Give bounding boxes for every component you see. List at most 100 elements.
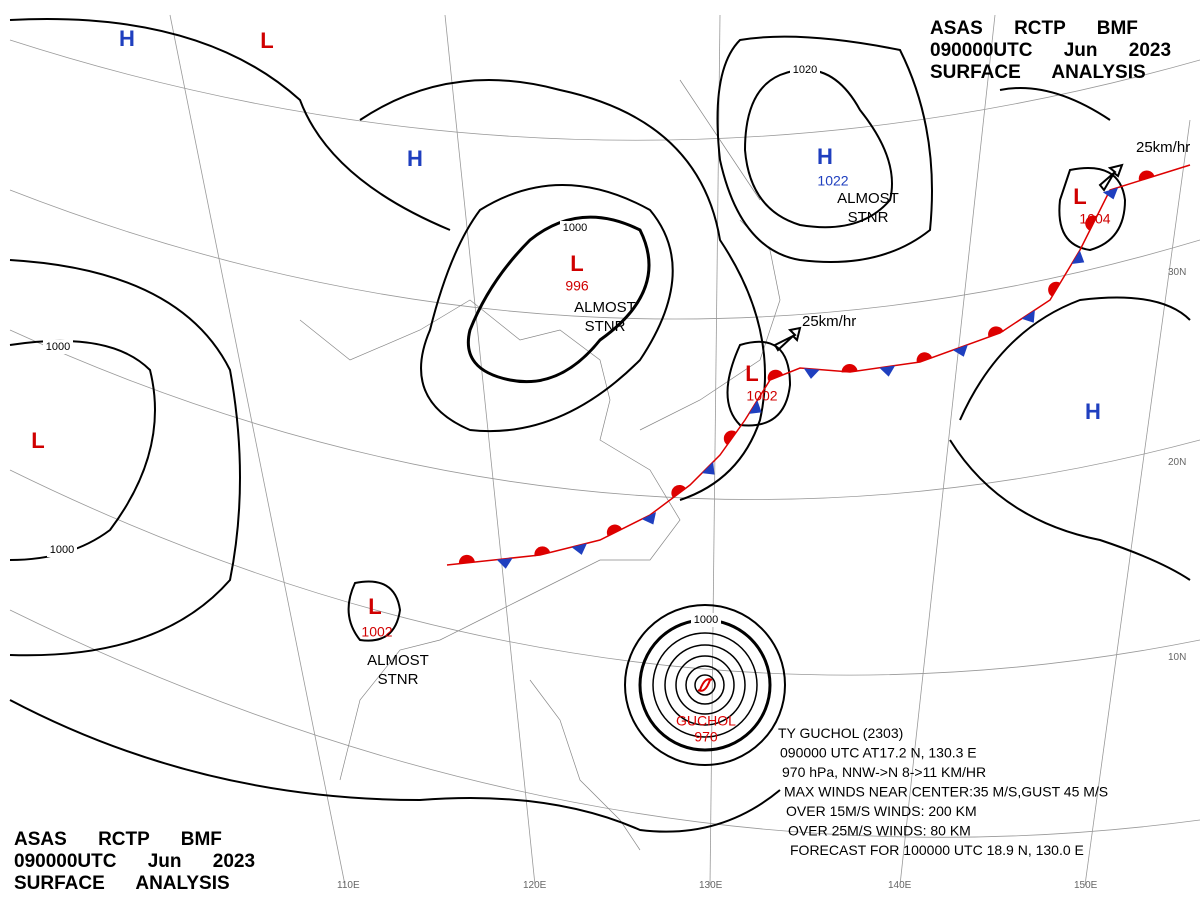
typhoon-symbol [697, 678, 713, 692]
warm-front-symbol [1048, 281, 1061, 297]
typhoon-pressure: 970 [694, 729, 718, 745]
cold-front-symbol [571, 543, 588, 555]
isobar [420, 184, 674, 433]
lon-line [709, 14, 721, 886]
isobar-label: 1000 [50, 544, 74, 556]
header-line: ASAS RCTP BMF [930, 18, 1138, 39]
isobar [1058, 167, 1127, 252]
cold-front-symbol [1071, 250, 1085, 265]
header-line: 090000UTC Jun 2023 [14, 851, 255, 872]
system-note: ALMOST [367, 652, 429, 669]
cold-front-symbol [1102, 187, 1119, 200]
system-symbol: H [119, 26, 135, 51]
isobar [685, 665, 725, 705]
lat-label: 10N [1168, 652, 1186, 663]
isobar [959, 296, 1191, 421]
isobar-label-bg [790, 63, 820, 77]
lon-label: 140E [888, 880, 912, 891]
warm-front-symbol [1138, 170, 1155, 181]
lon-line [1084, 119, 1191, 886]
typhoon-info: 970 hPa, NNW->N 8->11 KM/HR [782, 764, 986, 780]
system-symbol: L [570, 251, 583, 276]
warm-front-symbol [767, 369, 784, 381]
front-symbols [458, 170, 1155, 569]
arrow [1098, 163, 1124, 192]
cold-front-symbol [641, 511, 657, 525]
typhoon-info: OVER 15M/S WINDS: 200 KM [786, 803, 977, 819]
isobar [9, 18, 451, 231]
coast [529, 679, 641, 851]
warm-front-symbol [458, 554, 475, 564]
isobar [675, 655, 735, 715]
cold-front-symbol [803, 368, 820, 379]
warm-front-symbol [916, 352, 933, 364]
isobar [9, 259, 241, 657]
lat-line [9, 469, 1200, 676]
coast [679, 79, 761, 201]
lat-line [9, 609, 1200, 838]
typhoon-info: TY GUCHOL (2303) [778, 725, 903, 741]
isobar-label-bg [47, 543, 77, 557]
graticule [9, 14, 1200, 886]
warm-front-symbol [841, 363, 858, 373]
system-symbol: L [260, 28, 273, 53]
lon-label: 110E [337, 880, 360, 891]
arrow [773, 326, 802, 352]
lat-line [9, 189, 1200, 320]
coast [299, 299, 681, 781]
isobar-label: 1020 [793, 64, 817, 76]
motion-label: 25km/hr [1136, 139, 1190, 156]
lon-label: 150E [1074, 880, 1098, 891]
isobar [716, 35, 933, 263]
typhoon-name: GUCHOL [676, 713, 736, 729]
lat-label: 30N [1168, 267, 1186, 278]
lat-line [9, 329, 1200, 500]
warm-front-symbol [671, 484, 686, 498]
system-note: STNR [848, 209, 889, 226]
isobars [9, 18, 1191, 833]
warm-front-symbol [606, 524, 623, 537]
isobar [743, 68, 893, 229]
lon-label: 120E [523, 880, 547, 891]
isobar [999, 87, 1111, 121]
motion-arrows [773, 163, 1124, 352]
isobar [694, 674, 716, 696]
cold-front-symbol [748, 400, 762, 414]
lat-label: 20N [1168, 457, 1186, 468]
system-pressure: 1002 [746, 388, 777, 404]
header-line: 090000UTC Jun 2023 [930, 40, 1171, 61]
warm-front-symbol [723, 430, 737, 445]
lon-label: 130E [699, 880, 723, 891]
isobar-label: 1000 [46, 341, 70, 353]
isobar-label-bg [43, 340, 73, 354]
cold-front-symbol [1021, 309, 1035, 323]
warm-front-symbol [534, 546, 551, 557]
isobar-label-bg [691, 613, 721, 627]
isobar [359, 79, 766, 501]
typhoon-info: FORECAST FOR 100000 UTC 18.9 N, 130.0 E [790, 842, 1084, 858]
system-note: ALMOST [574, 299, 636, 316]
system-symbol: H [407, 146, 423, 171]
isobar [466, 215, 651, 384]
header-line: SURFACE ANALYSIS [930, 62, 1146, 83]
system-symbol: L [368, 594, 381, 619]
system-symbol: L [1073, 184, 1086, 209]
isobar [652, 632, 758, 738]
fronts [446, 164, 1191, 566]
system-symbol: H [817, 144, 833, 169]
typhoon-info: MAX WINDS NEAR CENTER:35 M/S,GUST 45 M/S [784, 784, 1108, 800]
system-pressure: 1022 [817, 173, 848, 189]
isobar [347, 580, 402, 642]
lon-line [169, 14, 346, 886]
system-pressure: 996 [565, 278, 589, 294]
isobar [624, 604, 786, 766]
motion-label: 25km/hr [802, 313, 856, 330]
isobar [9, 699, 781, 833]
isobar [664, 644, 746, 726]
lon-line [899, 14, 996, 886]
header-line: SURFACE ANALYSIS [14, 873, 230, 894]
system-symbol: L [745, 361, 758, 386]
isobar [949, 439, 1191, 581]
